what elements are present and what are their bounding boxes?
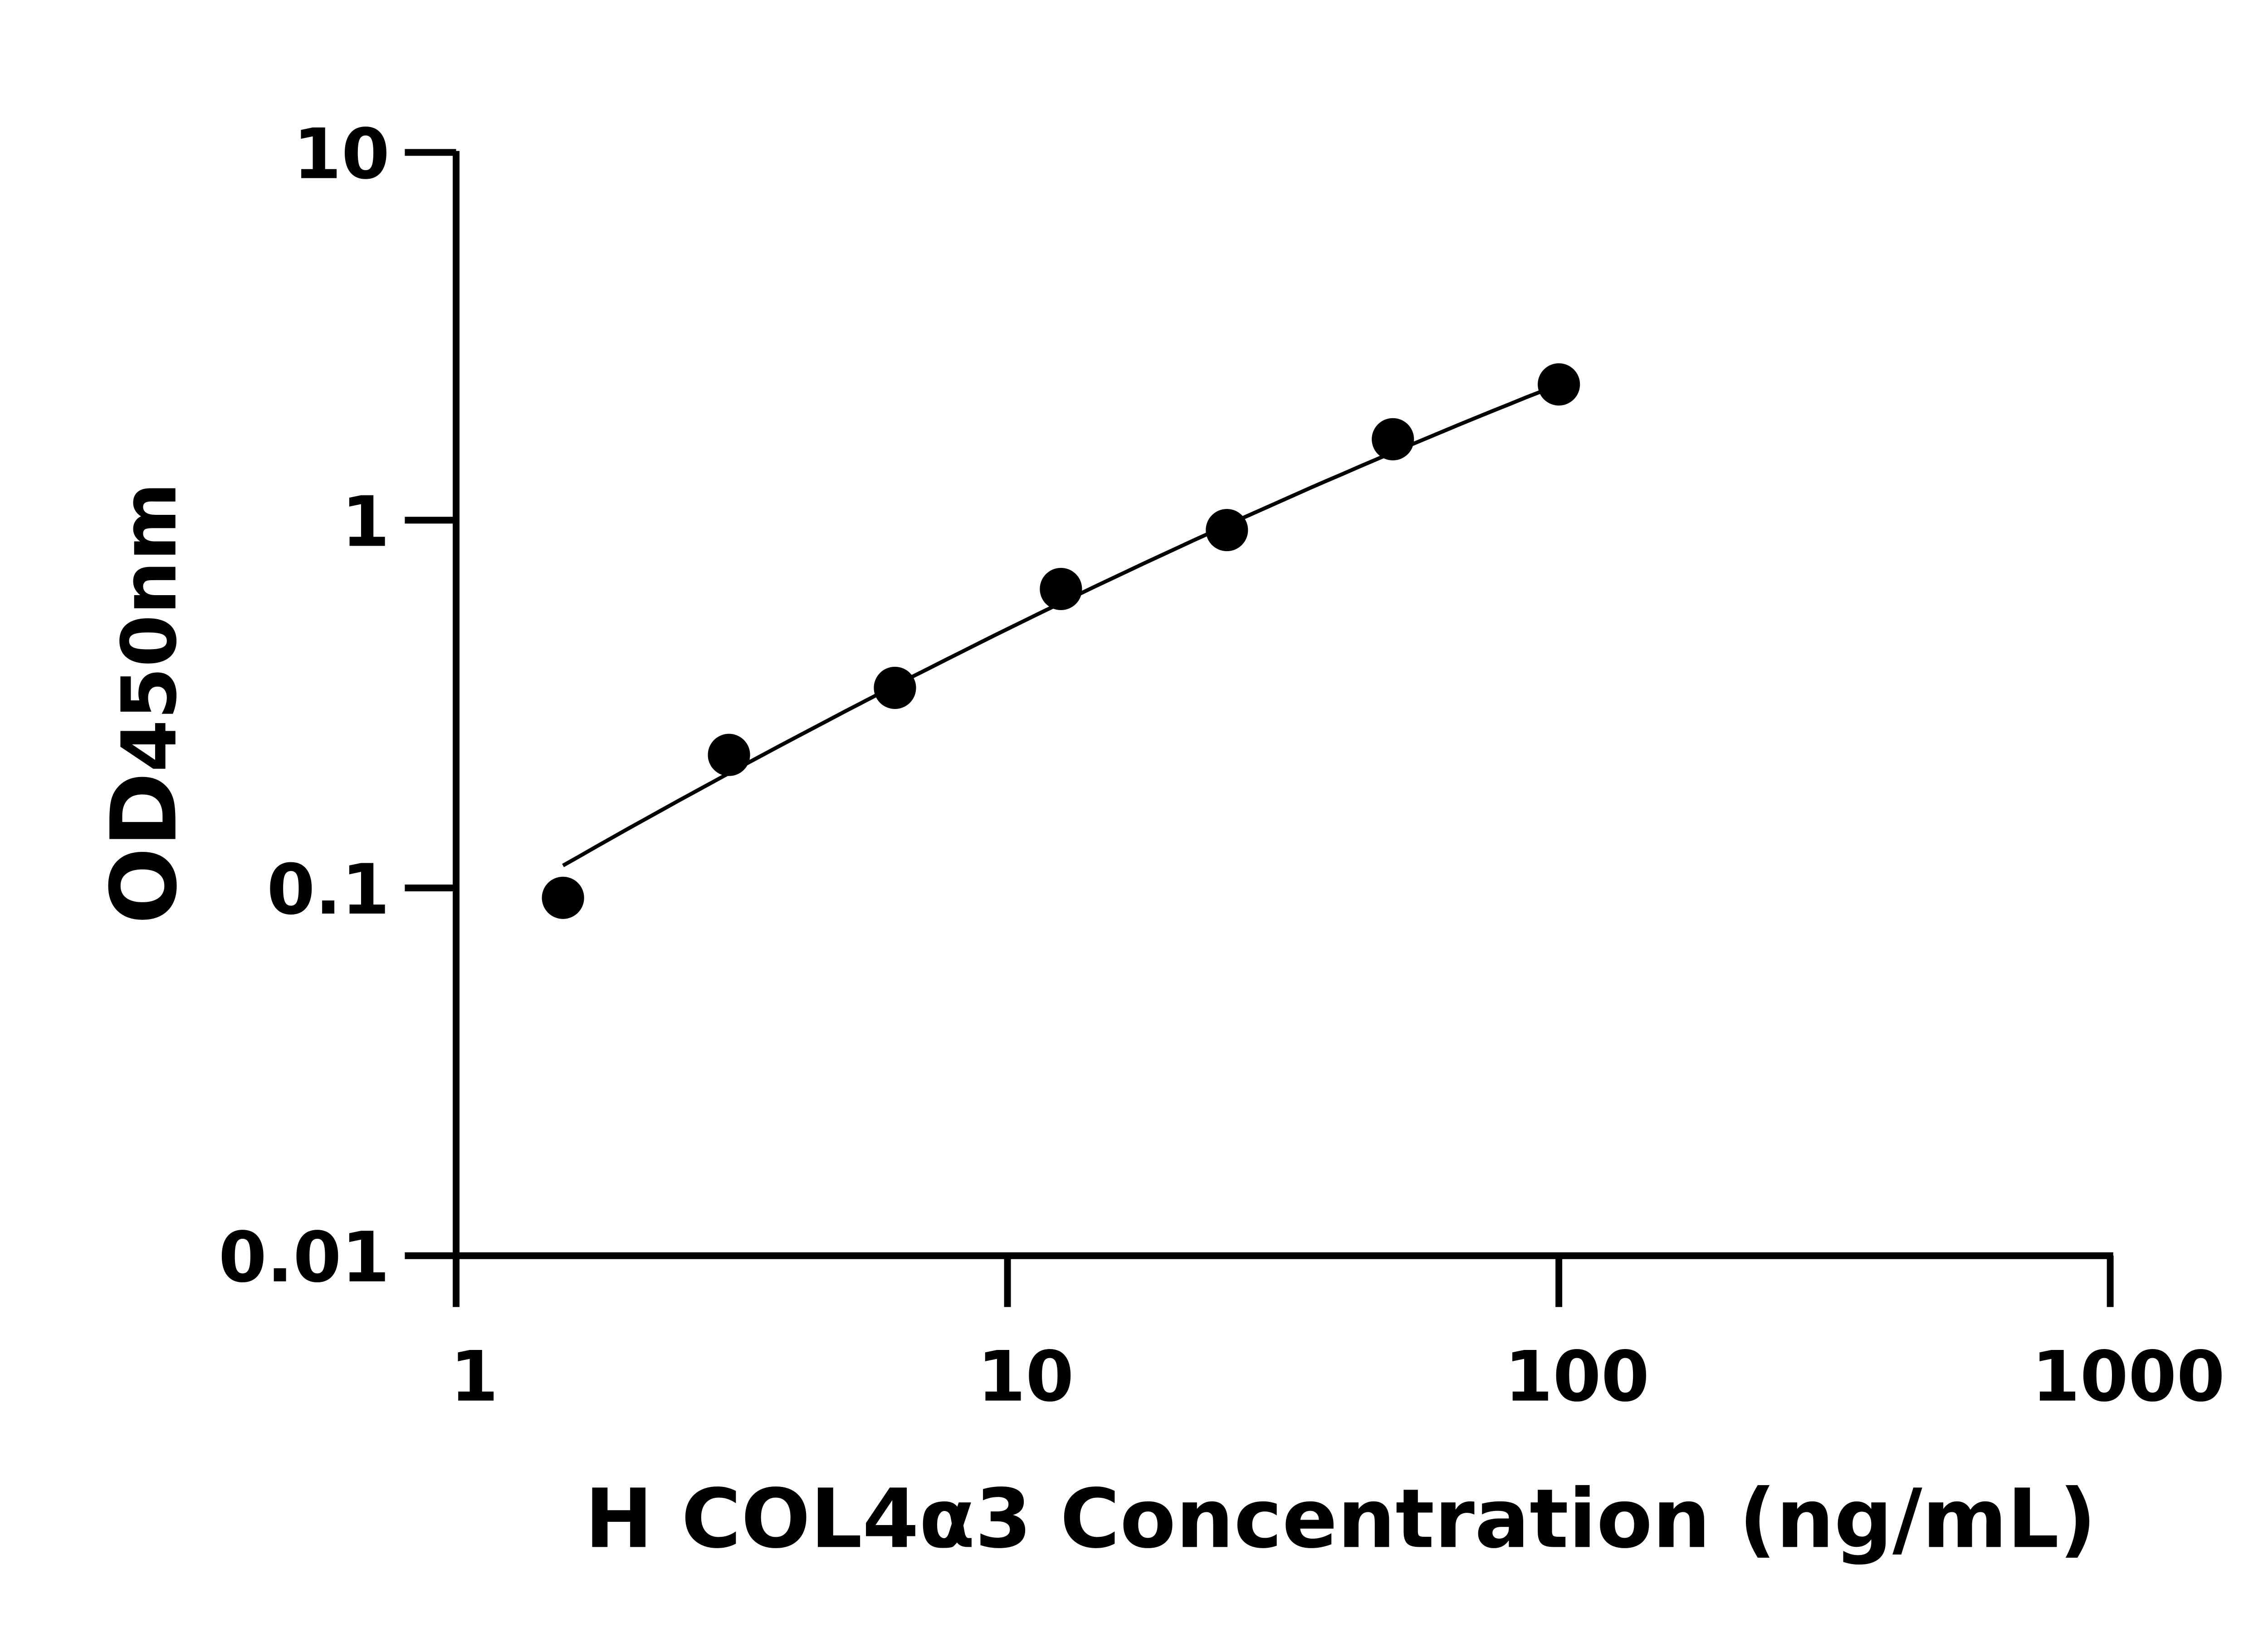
y-tick-label: 0.1 — [267, 850, 390, 930]
data-point — [708, 733, 750, 776]
x-tick-label: 1000 — [2032, 1337, 2225, 1418]
x-tick-label: 1 — [450, 1337, 498, 1418]
axes — [453, 151, 2113, 1259]
data-point — [874, 666, 916, 709]
data-point — [1040, 567, 1082, 611]
data-point — [1538, 363, 1580, 406]
y-tick-label: 10 — [293, 114, 390, 195]
x-axis-label: H COL4α3 Concentration (ng/mL) — [585, 1472, 2096, 1566]
y-tick-label: 0.01 — [219, 1217, 390, 1298]
data-point — [1372, 418, 1414, 460]
x-tick-label: 10 — [978, 1337, 1074, 1418]
fit-curve — [562, 382, 1560, 867]
y-tick-label: 1 — [342, 482, 390, 562]
x-tick-label: 100 — [1505, 1337, 1649, 1418]
data-point — [1206, 508, 1248, 552]
y-axis-label: OD450nm — [92, 482, 197, 924]
data-point — [542, 876, 584, 919]
y-axis-label-sub: 450nm — [106, 482, 194, 772]
y-axis-label-main: OD — [92, 772, 197, 924]
